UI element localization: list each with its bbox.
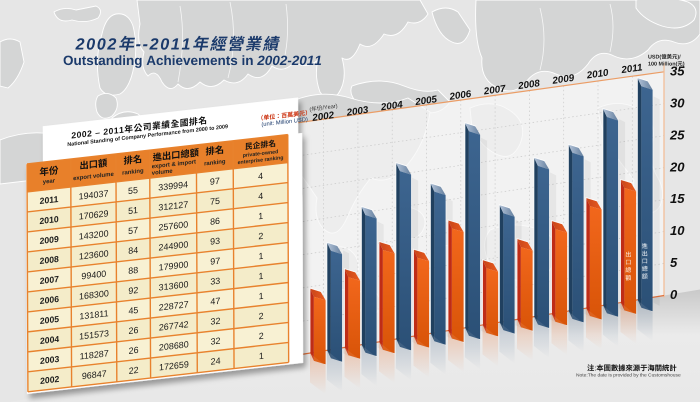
svg-text:2004: 2004 <box>40 334 59 346</box>
svg-text:2007: 2007 <box>40 274 59 286</box>
svg-text:84: 84 <box>128 245 138 256</box>
svg-text:1: 1 <box>259 351 264 362</box>
svg-text:Note:The date is provided by t: Note:The date is provided by the Customs… <box>576 373 681 379</box>
svg-text:2008: 2008 <box>40 254 59 266</box>
svg-text:26: 26 <box>129 325 139 336</box>
svg-text:2006: 2006 <box>448 89 473 103</box>
svg-text:47: 47 <box>210 296 220 307</box>
svg-text:2005: 2005 <box>40 314 59 326</box>
svg-text:2010: 2010 <box>585 67 610 81</box>
svg-text:2005: 2005 <box>414 94 439 108</box>
svg-text:92: 92 <box>128 285 138 296</box>
svg-text:339994: 339994 <box>158 179 188 192</box>
svg-text:volume: volume <box>152 169 174 177</box>
svg-text:131811: 131811 <box>79 308 108 321</box>
svg-text:172659: 172659 <box>159 359 189 372</box>
svg-text:10: 10 <box>670 223 685 238</box>
svg-text:88: 88 <box>128 265 138 276</box>
svg-text:257600: 257600 <box>158 219 188 232</box>
svg-text:118287: 118287 <box>80 348 109 361</box>
svg-text:1: 1 <box>258 211 263 222</box>
svg-text:312127: 312127 <box>158 199 188 212</box>
svg-text:97: 97 <box>210 176 220 187</box>
svg-text:2011: 2011 <box>40 194 59 206</box>
svg-text:private-owned: private-owned <box>243 149 279 159</box>
svg-text:33: 33 <box>210 276 220 287</box>
svg-text:1: 1 <box>259 291 264 302</box>
svg-text:30: 30 <box>670 95 685 110</box>
svg-text:32: 32 <box>211 336 221 347</box>
svg-text:75: 75 <box>210 196 220 207</box>
svg-text:2003: 2003 <box>345 105 370 119</box>
svg-text:enterprise ranking: enterprise ranking <box>238 155 284 166</box>
svg-text:208680: 208680 <box>159 339 189 352</box>
svg-text:25: 25 <box>669 127 685 142</box>
svg-text:35: 35 <box>670 64 685 79</box>
svg-text:2: 2 <box>259 331 264 342</box>
svg-text:year: year <box>43 178 56 185</box>
svg-text:1: 1 <box>258 251 263 262</box>
svg-text:45: 45 <box>128 305 138 316</box>
svg-text:168300: 168300 <box>79 288 109 301</box>
svg-text:244900: 244900 <box>159 239 189 252</box>
svg-text:2: 2 <box>259 311 264 322</box>
svg-text:2009: 2009 <box>551 73 576 87</box>
svg-text:170629: 170629 <box>79 208 109 221</box>
svg-text:export & import: export & import <box>152 159 196 170</box>
svg-text:0: 0 <box>670 287 678 302</box>
svg-text:313600: 313600 <box>159 279 189 292</box>
svg-text:ranking: ranking <box>204 159 226 167</box>
svg-text:143200: 143200 <box>79 228 109 241</box>
svg-text:267742: 267742 <box>159 319 189 332</box>
svg-text:4: 4 <box>258 191 263 202</box>
svg-text:2003: 2003 <box>40 354 59 366</box>
svg-text:2008: 2008 <box>517 78 542 92</box>
svg-text:179900: 179900 <box>159 259 189 272</box>
svg-text:2002: 2002 <box>311 110 336 124</box>
svg-text:2006: 2006 <box>40 294 59 306</box>
svg-text:15: 15 <box>670 191 685 206</box>
svg-text:22: 22 <box>129 365 139 376</box>
svg-text:55: 55 <box>128 185 138 196</box>
svg-text:86: 86 <box>210 216 220 227</box>
svg-text:57: 57 <box>128 225 138 236</box>
svg-text:26: 26 <box>129 345 139 356</box>
svg-text:2002: 2002 <box>40 374 59 386</box>
svg-text:20: 20 <box>669 159 685 174</box>
svg-text:2007: 2007 <box>482 83 507 97</box>
svg-text:2009: 2009 <box>40 234 59 246</box>
svg-text:ranking: ranking <box>122 168 144 176</box>
svg-text:4: 4 <box>258 171 263 182</box>
svg-text:export volume: export volume <box>73 172 114 183</box>
svg-text:228727: 228727 <box>159 299 189 312</box>
svg-text:2011: 2011 <box>620 62 643 76</box>
svg-text:123600: 123600 <box>79 248 109 261</box>
svg-text:99400: 99400 <box>81 269 106 282</box>
svg-text:2: 2 <box>258 231 263 242</box>
svg-text:96847: 96847 <box>82 368 107 381</box>
svg-text:97: 97 <box>210 256 220 267</box>
svg-text:2004: 2004 <box>379 99 404 113</box>
svg-text:32: 32 <box>210 316 220 327</box>
svg-text:1: 1 <box>258 271 263 282</box>
svg-text:151573: 151573 <box>79 328 109 341</box>
svg-text:2010: 2010 <box>39 214 58 226</box>
svg-text:194037: 194037 <box>79 188 109 201</box>
svg-text:51: 51 <box>128 205 138 216</box>
svg-text:5: 5 <box>670 255 678 270</box>
svg-text:24: 24 <box>211 356 221 367</box>
svg-text:93: 93 <box>210 236 220 247</box>
